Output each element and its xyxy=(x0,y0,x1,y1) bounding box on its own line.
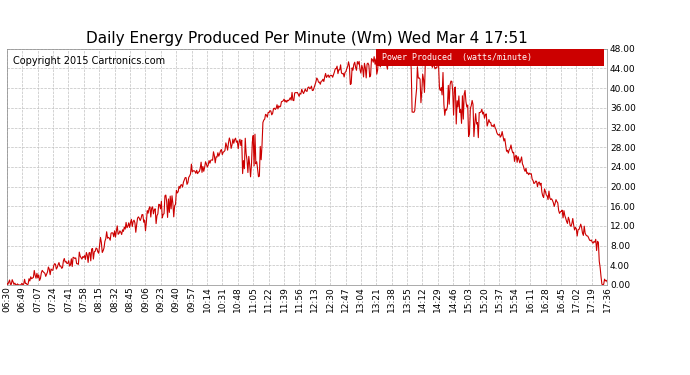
Text: Power Produced  (watts/minute): Power Produced (watts/minute) xyxy=(382,53,532,62)
Title: Daily Energy Produced Per Minute (Wm) Wed Mar 4 17:51: Daily Energy Produced Per Minute (Wm) We… xyxy=(86,31,528,46)
Text: Copyright 2015 Cartronics.com: Copyright 2015 Cartronics.com xyxy=(13,56,165,66)
FancyBboxPatch shape xyxy=(376,49,604,66)
